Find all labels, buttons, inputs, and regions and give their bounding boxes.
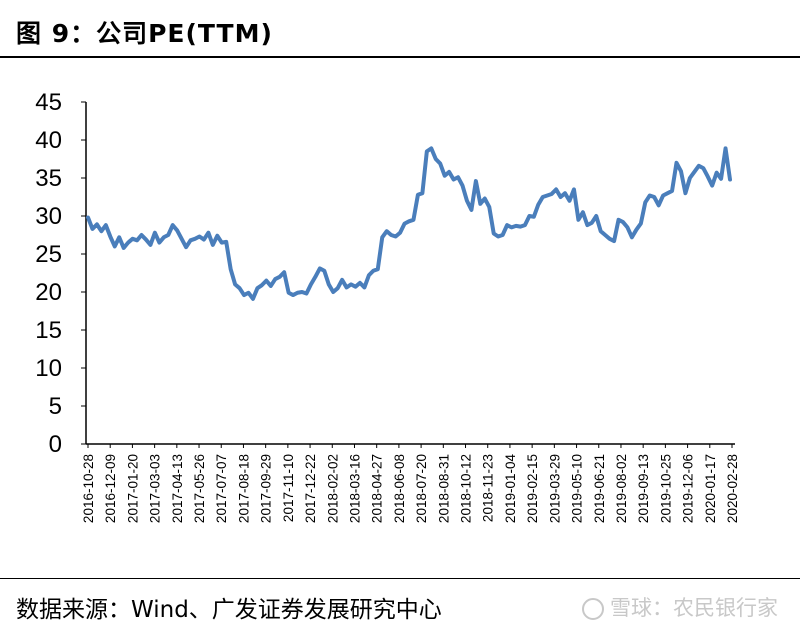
source-note: 数据来源：Wind、广发证券发展研究中心 — [16, 597, 442, 623]
x-tick-label: 2019-05-10 — [570, 454, 585, 523]
y-tick-label: 15 — [35, 317, 62, 344]
x-tick-label: 2019-12-06 — [681, 454, 696, 523]
x-tick-label: 2019-06-21 — [592, 454, 607, 523]
x-tick-label: 2018-10-12 — [459, 454, 474, 523]
y-tick-label: 30 — [35, 203, 62, 230]
x-tick-label: 2018-06-08 — [392, 454, 407, 523]
x-tick-label: 2018-04-27 — [370, 454, 385, 523]
x-axis-ticks: 2016-10-28 2016-12-09 2017-01-20 2017-03-03… — [81, 444, 740, 523]
chart-title: 图 9：公司PE(TTM) — [16, 19, 273, 48]
top-divider — [0, 56, 800, 58]
watermark: 雪球：农民银行家 — [582, 592, 778, 622]
x-tick-label: 2019-03-29 — [547, 454, 562, 523]
x-tick-label: 2017-05-26 — [192, 454, 207, 523]
x-tick-label: 2016-10-28 — [81, 454, 96, 523]
x-tick-label: 2017-03-03 — [148, 454, 163, 523]
x-tick-label: 2020-01-17 — [703, 454, 718, 523]
x-tick-label: 2017-09-29 — [259, 454, 274, 523]
x-tick-label: 2017-11-10 — [281, 454, 296, 522]
y-tick-label: 40 — [35, 127, 62, 154]
x-tick-label: 2018-03-16 — [347, 454, 362, 523]
x-tick-label: 2020-02-28 — [725, 454, 740, 523]
y-tick-label: 35 — [35, 165, 62, 192]
y-tick-label: 25 — [35, 241, 62, 268]
y-tick-label: 10 — [35, 355, 62, 382]
x-tick-label: 2019-10-25 — [658, 454, 673, 523]
x-tick-label: 2019-01-04 — [503, 454, 518, 524]
x-tick-label: 2017-12-22 — [303, 454, 318, 523]
x-tick-label: 2018-02-02 — [325, 454, 340, 523]
x-tick-label: 2017-08-18 — [236, 454, 251, 523]
x-tick-label: 2019-08-02 — [614, 454, 629, 523]
x-tick-label: 2018-07-20 — [414, 454, 429, 523]
bottom-divider — [0, 578, 800, 579]
y-tick-label: 5 — [49, 393, 62, 420]
y-tick-label: 0 — [49, 431, 62, 458]
snowball-logo-icon — [582, 598, 604, 620]
y-tick-label: 20 — [35, 279, 62, 306]
x-tick-label: 2017-04-13 — [170, 454, 185, 523]
watermark-text: 雪球：农民银行家 — [610, 596, 778, 620]
x-tick-label: 2017-01-20 — [125, 454, 140, 523]
pe-ttm-series-line — [86, 146, 732, 301]
y-axis-ticks: 0 5 10 15 20 25 30 35 40 45 — [35, 89, 86, 458]
x-tick-label: 2016-12-09 — [103, 454, 118, 523]
x-tick-label: 2019-09-13 — [636, 454, 651, 523]
x-tick-label: 2018-11-23 — [481, 454, 496, 522]
x-tick-label: 2019-02-15 — [525, 454, 540, 523]
x-tick-label: 2017-07-07 — [214, 454, 229, 523]
y-tick-label: 45 — [35, 89, 62, 116]
x-tick-label: 2018-08-31 — [436, 454, 451, 523]
